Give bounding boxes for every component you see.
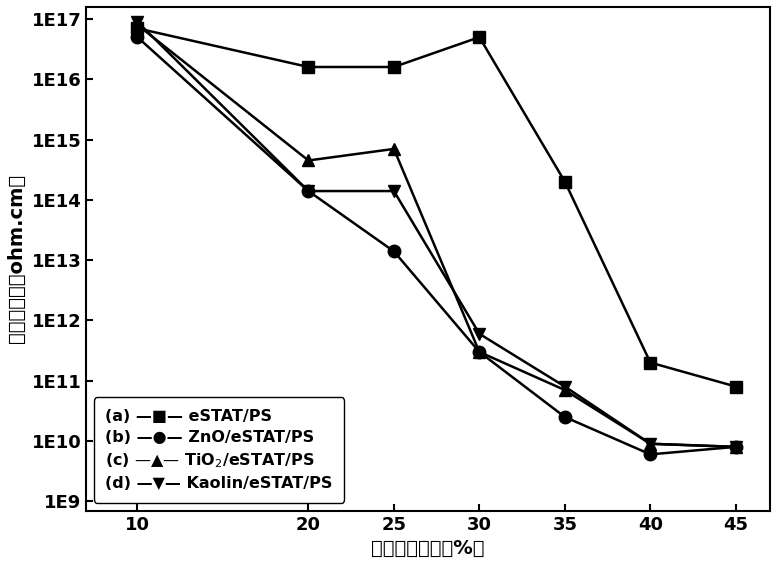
X-axis label: 填充质量分数（%）: 填充质量分数（%） — [371, 539, 485, 558]
Y-axis label: 体积电阱率（ohm.cm）: 体积电阱率（ohm.cm） — [7, 174, 26, 344]
Legend: (a) —■— eSTAT/PS, (b) —●— ZnO/eSTAT/PS, (c) —▲— TiO$_2$/eSTAT/PS, (d) —▼— Kaolin: (a) —■— eSTAT/PS, (b) —●— ZnO/eSTAT/PS, … — [94, 397, 344, 503]
